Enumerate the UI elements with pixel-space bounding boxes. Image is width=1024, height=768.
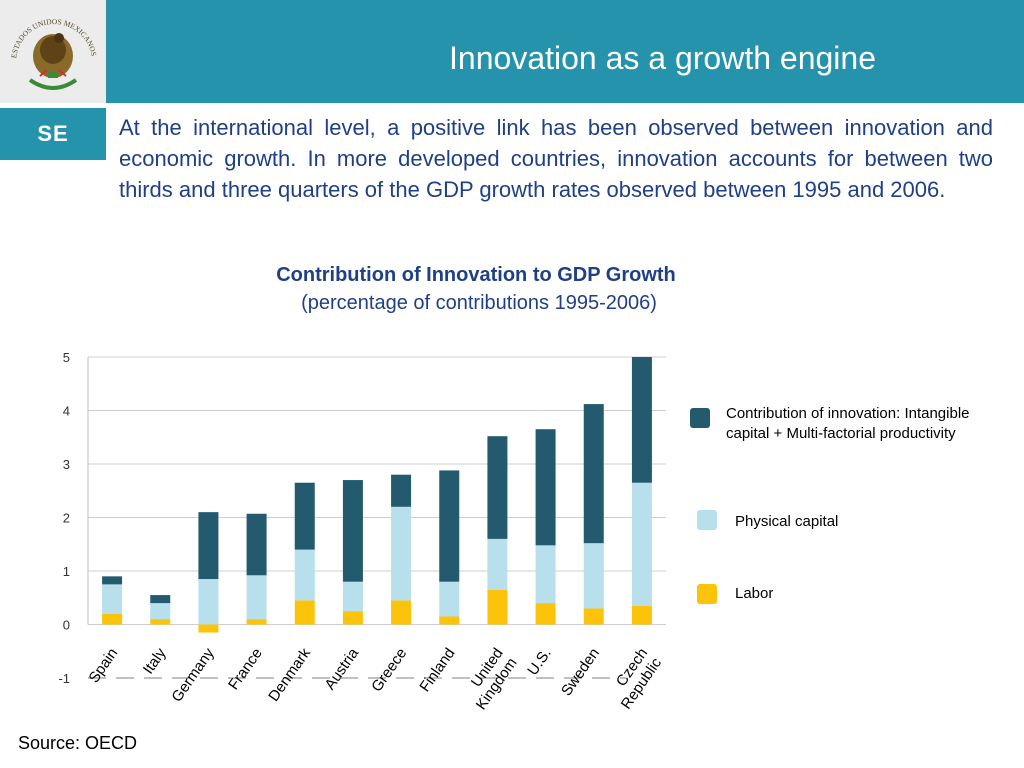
bar-segment-labor (102, 613, 123, 625)
bar-segment-labor (487, 589, 508, 625)
x-tick-label: UnitedKingdom (459, 645, 521, 713)
legend-label-physical-capital: Physical capital (735, 513, 839, 530)
legend-label-labor: Labor (735, 585, 774, 602)
x-tick-label: Italy (140, 645, 170, 678)
x-tick-label: Austria (321, 645, 362, 694)
bar-segment-labor (439, 616, 460, 625)
bar-segment-labor (246, 619, 267, 625)
bar-segment-labor (631, 605, 652, 625)
bar-segment-physical-capital (294, 549, 315, 601)
bar-segment-labor (535, 603, 556, 625)
bar-segment-physical-capital (246, 575, 267, 620)
bar-segment-labor (198, 624, 219, 633)
x-tick-label: Greece (368, 645, 410, 695)
bar-segment-physical-capital (535, 545, 556, 604)
y-tick-label: -1 (58, 671, 70, 686)
bar-segment-labor (150, 619, 171, 625)
bar-segment-physical-capital (391, 506, 412, 601)
bar-segment-physical-capital (198, 579, 219, 625)
eagle-emblem-icon: ESTADOS UNIDOS MEXICANOS (9, 17, 98, 90)
y-tick-label: 2 (63, 511, 70, 526)
page-title: Innovation as a growth engine (449, 40, 876, 76)
bar-segment-physical-capital (342, 581, 363, 612)
chart-subtitle: (percentage of contributions 1995-2006) (301, 292, 657, 314)
legend-label-innovation: Contribution of innovation: Intangible c… (726, 405, 970, 442)
legend-item-physical-capital: Physical capital (697, 510, 838, 532)
source-note: Source: OECD (18, 733, 138, 753)
bar-segment-innovation (535, 429, 556, 546)
bar-segment-innovation (198, 512, 219, 580)
bar-segment-innovation (439, 470, 460, 582)
bar-segment-labor (342, 611, 363, 625)
bar-segment-innovation (246, 513, 267, 576)
y-tick-label: 1 (63, 564, 70, 579)
x-tick-label: France (225, 645, 266, 693)
bar-segment-innovation (487, 436, 508, 539)
x-tick-label: Denmark (265, 645, 314, 705)
bar-segment-physical-capital (102, 584, 123, 614)
bar-segment-labor (583, 608, 604, 625)
header-bar (106, 0, 1024, 103)
y-tick-label: 4 (63, 404, 70, 419)
x-tick-label: U.S. (524, 645, 555, 679)
x-tick-label: Spain (85, 645, 121, 686)
bar-segment-physical-capital (583, 543, 604, 609)
bar-segment-physical-capital (631, 482, 652, 606)
se-badge: SE (0, 108, 106, 160)
bar-segment-labor (294, 600, 315, 625)
bar-segment-innovation (294, 482, 315, 550)
x-tick-label: Finland (416, 645, 458, 695)
chart-title: Contribution of Innovation to GDP Growth (276, 264, 676, 286)
legend-item-innovation: Contribution of innovation: Intangible c… (690, 404, 990, 444)
bar-segment-physical-capital (150, 603, 171, 620)
x-tick-label: CzechRepublic (604, 645, 666, 713)
bar-segment-physical-capital (439, 581, 460, 617)
bar-segment-innovation (583, 404, 604, 544)
bar-segment-labor (391, 600, 412, 625)
legend-swatch-labor (697, 584, 717, 604)
y-tick-label: 5 (63, 350, 70, 365)
bar-segment-innovation (631, 357, 652, 483)
x-tick-label: Sweden (558, 645, 603, 699)
y-tick-label: 3 (63, 457, 70, 472)
bar-segment-innovation (150, 595, 171, 604)
legend-swatch-physical-capital (697, 510, 717, 530)
x-tick-label: Germany (168, 645, 218, 706)
legend-swatch-innovation (690, 408, 710, 428)
bar-segment-innovation (391, 474, 412, 507)
intro-paragraph: At the international level, a positive l… (119, 115, 993, 202)
bar-segment-innovation (342, 480, 363, 582)
mexico-emblem-logo: ESTADOS UNIDOS MEXICANOS (0, 0, 106, 103)
bar-segment-physical-capital (487, 538, 508, 590)
legend-item-labor: Labor (697, 584, 773, 604)
bar-segment-innovation (102, 576, 123, 585)
y-tick-label: 0 (63, 618, 70, 633)
